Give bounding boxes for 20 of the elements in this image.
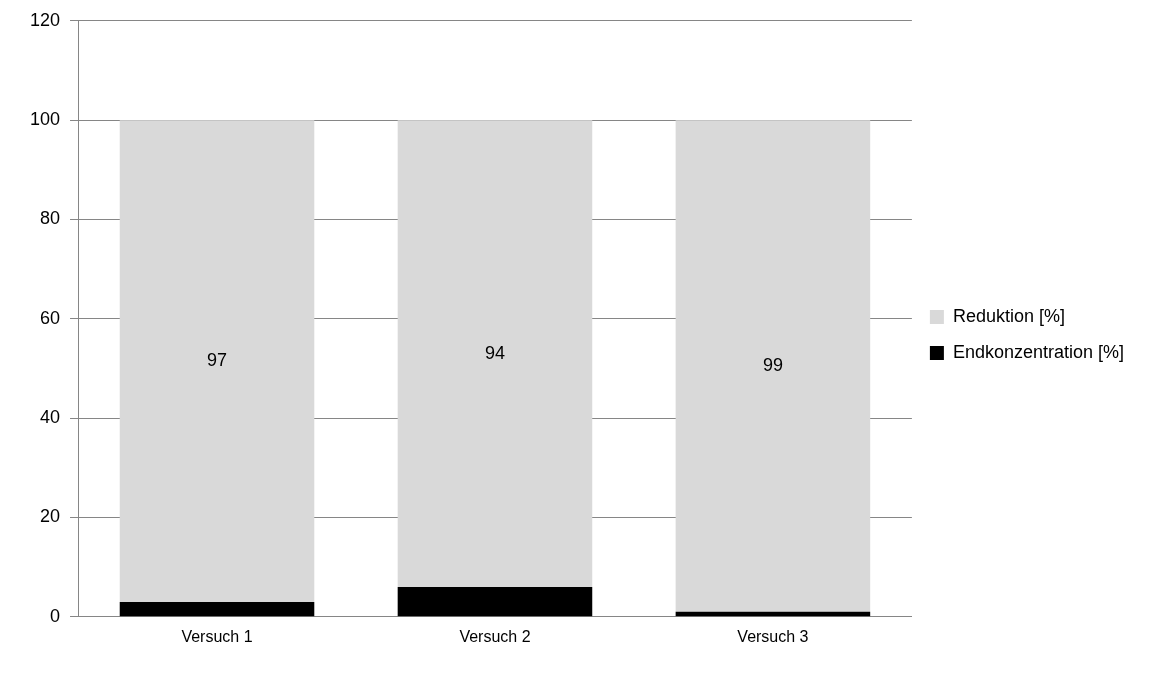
legend-label: Endkonzentration [%] <box>952 341 1124 362</box>
x-tick-label: Versuch 1 <box>181 627 253 645</box>
y-tick-label: 100 <box>29 109 61 130</box>
bar <box>397 120 593 587</box>
x-tick-label: Versuch 3 <box>737 627 809 645</box>
legend-label: Reduktion [%] <box>952 305 1065 326</box>
data-label: 99 <box>762 354 783 375</box>
x-tick-label: Versuch 2 <box>459 627 531 645</box>
y-tick-label: 40 <box>40 407 61 428</box>
data-label: 97 <box>206 349 228 370</box>
bar <box>119 120 315 602</box>
y-tick-label: 80 <box>40 208 61 229</box>
bar <box>119 601 315 617</box>
bar <box>397 587 593 617</box>
data-label: 94 <box>484 342 505 363</box>
y-tick-label: 120 <box>29 9 61 30</box>
y-tick-label: 20 <box>40 506 61 527</box>
y-tick-label: 0 <box>50 605 61 626</box>
y-tick-label: 60 <box>40 307 61 328</box>
bar <box>675 120 871 612</box>
